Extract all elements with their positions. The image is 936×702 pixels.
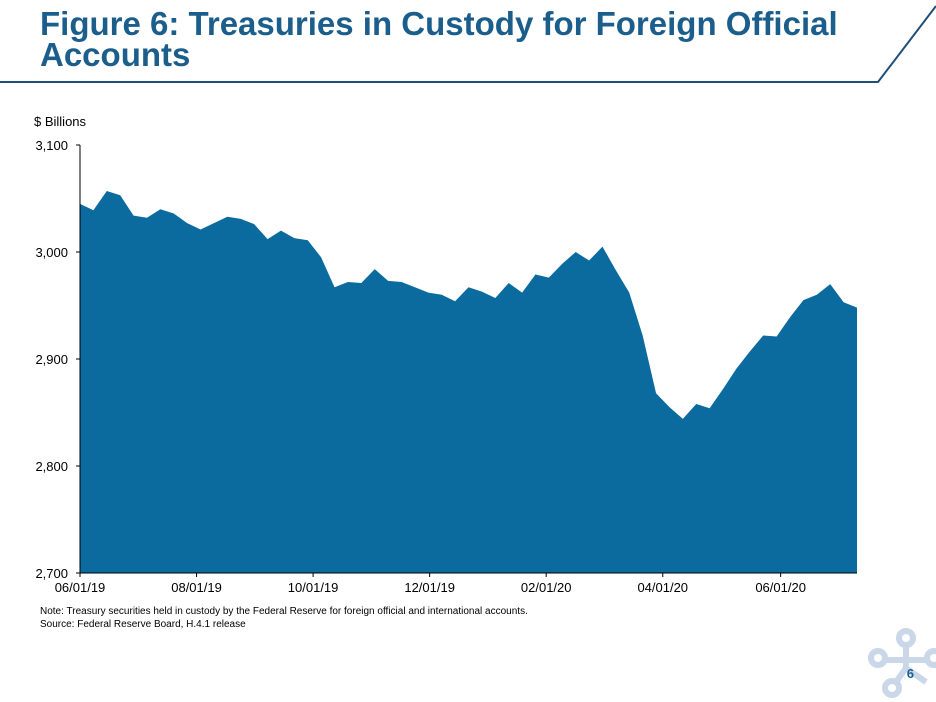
chart-notes: Note: Treasury securities held in custod…	[40, 605, 528, 631]
x-tick-label: 04/01/20	[637, 580, 688, 595]
x-tick-label: 08/01/19	[171, 580, 222, 595]
note-text: Note: Treasury securities held in custod…	[40, 606, 528, 617]
page-number: 6	[906, 666, 914, 681]
y-tick-label: 2,800	[35, 459, 68, 474]
area-chart: 2,700 2,800 2,900 3,000 3,100 06/01/19 08/01/1…	[35, 138, 857, 595]
y-tick-label: 2,900	[35, 352, 68, 367]
y-axis-unit-label: $ Billions	[34, 114, 87, 129]
y-tick-label: 2,700	[35, 566, 68, 581]
header-rule	[0, 5, 936, 83]
x-tick-label: 02/01/20	[521, 580, 572, 595]
series-area	[80, 191, 857, 573]
y-tick-label: 3,000	[35, 245, 68, 260]
page-title: Figure 6: Treasuries in Custody for Fore…	[40, 5, 838, 73]
x-tick-label: 10/01/19	[288, 580, 339, 595]
x-tick-label: 06/01/19	[55, 580, 106, 595]
x-tick-label: 12/01/19	[404, 580, 455, 595]
logo-mark-icon	[868, 628, 936, 698]
x-tick-label: 06/01/20	[755, 580, 806, 595]
y-tick-label: 3,100	[35, 138, 68, 153]
source-text: Source: Federal Reserve Board, H.4.1 rel…	[40, 619, 246, 630]
